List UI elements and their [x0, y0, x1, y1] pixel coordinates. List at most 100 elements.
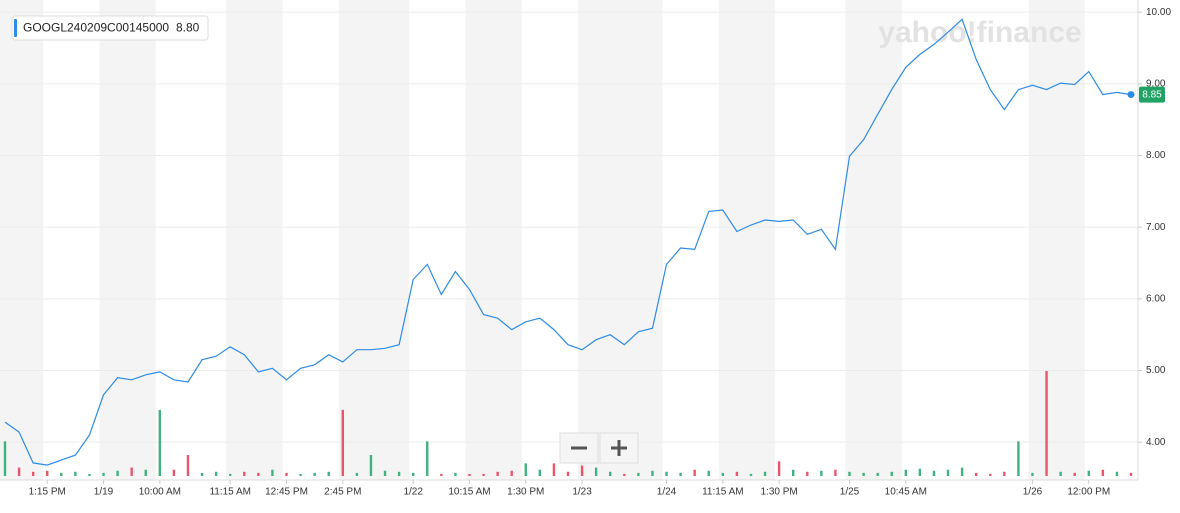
volume-bar: [848, 471, 851, 476]
volume-bar: [88, 473, 91, 476]
volume-bar: [876, 472, 879, 476]
volume-bar: [369, 455, 373, 476]
session-band: [718, 0, 776, 480]
volume-bar: [609, 471, 612, 476]
volume-bar: [651, 470, 654, 476]
volume-bar: [1003, 471, 1006, 476]
volume-bar: [538, 469, 542, 476]
volume-bar: [327, 471, 330, 476]
zoom-controls: [559, 432, 639, 464]
volume-bar: [172, 469, 176, 476]
session-band: [99, 0, 156, 480]
volume-bar: [482, 473, 485, 476]
y-tick-label: 9.00: [1146, 78, 1166, 89]
volume-bar: [285, 472, 288, 476]
volume-bar: [862, 472, 865, 476]
volume-bar: [355, 472, 359, 476]
session-band: [1028, 0, 1085, 480]
volume-bar: [144, 469, 147, 476]
session-band: [226, 0, 283, 480]
volume-bar: [200, 472, 204, 476]
volume-bar: [665, 471, 668, 476]
volume-bar: [1073, 472, 1076, 476]
volume-bar: [116, 470, 119, 476]
volume-bar: [1059, 471, 1062, 476]
y-tick-label: 8.00: [1146, 150, 1166, 161]
session-band: [845, 0, 902, 480]
x-tick-label: 1/22: [403, 487, 423, 498]
volume-bar: [271, 469, 274, 476]
volume-bar: [426, 441, 429, 476]
volume-bar: [1045, 371, 1048, 476]
volume-bar: [31, 471, 35, 476]
session-band: [465, 0, 522, 480]
x-tick-label: 1:30 PM: [507, 487, 544, 498]
volume-bar: [594, 467, 598, 476]
volume-bar: [341, 409, 344, 476]
price-tag-label: 8.85: [1142, 90, 1162, 101]
x-tick-label: 10:15 AM: [448, 487, 490, 498]
x-tick-label: 10:45 AM: [885, 487, 927, 498]
volume-bar: [763, 471, 767, 476]
volume-bar: [186, 455, 190, 476]
volume-bar: [918, 468, 922, 476]
volume-bar: [693, 469, 696, 476]
x-tick-label: 1:15 PM: [29, 487, 66, 498]
volume-bar: [74, 471, 77, 476]
volume-bar: [749, 473, 753, 476]
y-tick-label: 10.00: [1146, 7, 1171, 18]
volume-bar: [46, 470, 49, 476]
volume-bar: [707, 470, 710, 476]
volume-bar: [299, 473, 302, 476]
volume-bar: [60, 472, 63, 476]
volume-bar: [454, 472, 457, 476]
volume-bar: [468, 473, 471, 476]
volume-bar: [1129, 472, 1133, 476]
legend: GOOGL240209C00145000 8.80: [11, 15, 209, 41]
last-price-dot: [1127, 91, 1135, 99]
price-line: [4, 18, 1132, 466]
volume-bar: [524, 463, 527, 476]
volume-bar: [383, 470, 387, 476]
x-tick-label: 11:15 AM: [209, 487, 251, 498]
volume-bar: [130, 467, 133, 476]
volume-bar: [904, 469, 907, 476]
volume-bar: [834, 469, 837, 476]
volume-bar: [397, 471, 401, 476]
volume-bar: [243, 471, 246, 476]
volume-bar: [552, 463, 556, 476]
y-tick-label: 7.00: [1146, 222, 1166, 233]
volume-bar: [229, 473, 232, 476]
volume-bar: [17, 467, 21, 476]
y-tick-label: 5.00: [1146, 365, 1166, 376]
x-tick-label: 10:00 AM: [139, 487, 181, 498]
volume-bar: [510, 470, 513, 476]
price-tag: [1139, 86, 1165, 103]
session-band: [338, 0, 410, 480]
x-tick-label: 12:45 PM: [265, 487, 308, 498]
x-tick-label: 1:30 PM: [761, 487, 798, 498]
x-tick-label: 1/19: [94, 487, 114, 498]
volume-bar: [946, 469, 950, 476]
volume-bar: [623, 473, 626, 476]
legend-value: 8.80: [176, 21, 200, 35]
x-tick-label: 12:00 PM: [1067, 487, 1110, 498]
volume-bar: [932, 470, 936, 476]
volume-bar: [257, 472, 260, 476]
volume-bar: [566, 471, 570, 476]
session-band: [0, 0, 44, 480]
volume-bar: [580, 465, 584, 476]
volume-bar: [989, 473, 992, 476]
volume-bar: [1115, 471, 1119, 476]
volume-bar: [1031, 472, 1034, 476]
volume-bar: [721, 472, 725, 476]
y-tick-label: 6.00: [1146, 293, 1166, 304]
volume-bar: [440, 473, 443, 476]
volume-bar: [960, 467, 964, 476]
volume-bar: [313, 472, 316, 476]
volume-bar: [3, 441, 7, 476]
x-tick-label: 1/26: [1023, 487, 1043, 498]
volume-bar: [806, 471, 809, 476]
x-tick-label: 11:15 AM: [702, 487, 744, 498]
